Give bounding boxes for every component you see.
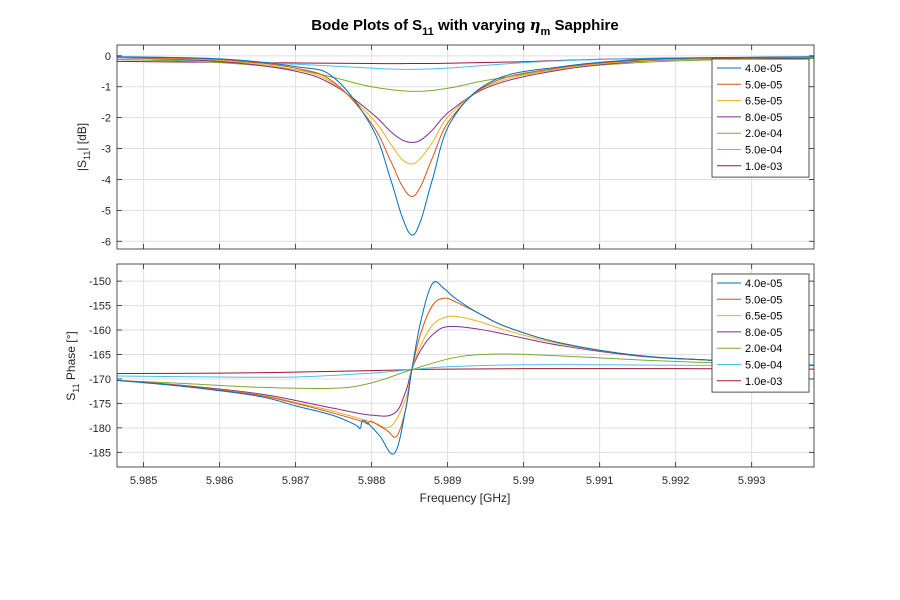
y-tick-label: -1: [101, 82, 111, 94]
legend-label: 2.0e-04: [745, 343, 782, 355]
y-tick-label: -150: [89, 276, 111, 288]
magnitude-series-line-4: [117, 57, 814, 143]
y-tick-label: -185: [89, 447, 111, 459]
magnitude-series: [117, 56, 814, 236]
x-tick-label: 5.993: [738, 475, 766, 487]
y-tick-label: -165: [89, 349, 111, 361]
legend-box: [711, 273, 810, 393]
legend-label: 6.5e-05: [745, 96, 782, 108]
y-tick-label: -2: [101, 113, 111, 125]
magnitude-series-line-2: [117, 56, 814, 197]
phase-series-line-5: [117, 353, 814, 390]
magnitude-series-line-1: [117, 56, 814, 236]
y-tick-label: -180: [89, 423, 111, 435]
y-tick-label: 0: [105, 51, 111, 63]
x-tick-label: 5.987: [282, 475, 310, 487]
y-tick-label: -160: [89, 325, 111, 337]
y-tick-label: -155: [89, 301, 111, 313]
x-tick-label: 5.988: [358, 475, 386, 487]
phase-ylabel: S11 Phase [°]: [64, 331, 81, 401]
x-tick-label: 5.991: [586, 475, 614, 487]
phase-ticks: 5.985 5.986 5.987 5.988 5.989 5.99 5.991 5.992 5…: [89, 264, 814, 487]
magnitude-ticks: 0 -1 -2 -3 -4 -5 -6: [101, 45, 814, 249]
magnitude-ylabel: |S11| [dB]: [75, 123, 92, 171]
magnitude-panel: 0 -1 -2 -3 -4 -5 -6 |S11| [dB] 4.0e-05 5.0e-05 6…: [75, 44, 815, 250]
figure-title: Bode Plots of S11 with varying ηm Sapphi…: [311, 16, 618, 38]
x-tick-label: 5.989: [434, 475, 462, 487]
x-tick-label: 5.992: [662, 475, 690, 487]
magnitude-axes-box: [116, 44, 815, 250]
phase-series-line-4: [117, 325, 814, 417]
y-tick-label: -170: [89, 374, 111, 386]
legend-label: 5.0e-05: [745, 79, 782, 91]
phase-legend: 4.0e-05 5.0e-05 6.5e-05 8.0e-05 2.0e-04 5.0e-…: [711, 273, 810, 393]
legend-label: 4.0e-05: [745, 278, 782, 290]
legend-label: 8.0e-05: [745, 112, 782, 124]
legend-label: 2.0e-04: [745, 128, 782, 140]
legend-label: 4.0e-05: [745, 63, 782, 75]
x-axis-label: Frequency [GHz]: [420, 491, 511, 505]
legend-box: [711, 58, 810, 178]
phase-series-line-7: [117, 368, 814, 375]
y-tick-label: -175: [89, 398, 111, 410]
phase-series: [117, 281, 814, 455]
legend-label: 1.0e-03: [745, 376, 782, 388]
legend-label: 1.0e-03: [745, 161, 782, 173]
phase-panel: 5.985 5.986 5.987 5.988 5.989 5.99 5.991 5.992 5…: [64, 263, 815, 487]
legend-label: 6.5e-05: [745, 311, 782, 323]
legend-label: 5.0e-05: [745, 294, 782, 306]
x-tick-label: 5.985: [130, 475, 158, 487]
x-tick-label: 5.986: [206, 475, 234, 487]
legend-label: 8.0e-05: [745, 327, 782, 339]
phase-series-line-1: [117, 281, 814, 455]
legend-label: 5.0e-04: [745, 360, 782, 372]
phase-axes-box: [116, 263, 815, 468]
y-tick-label: -5: [101, 205, 111, 217]
phase-series-line-6: [117, 364, 814, 378]
magnitude-series-line-3: [117, 56, 814, 165]
y-tick-label: -3: [101, 144, 111, 156]
y-tick-label: -4: [101, 174, 111, 186]
legend-label: 5.0e-04: [745, 145, 782, 157]
x-tick-label: 5.99: [513, 475, 534, 487]
y-tick-label: -6: [101, 236, 111, 248]
magnitude-legend: 4.0e-05 5.0e-05 6.5e-05 8.0e-05 2.0e-04 5.0e-…: [711, 58, 810, 178]
magnitude-plot-area: [117, 45, 814, 249]
